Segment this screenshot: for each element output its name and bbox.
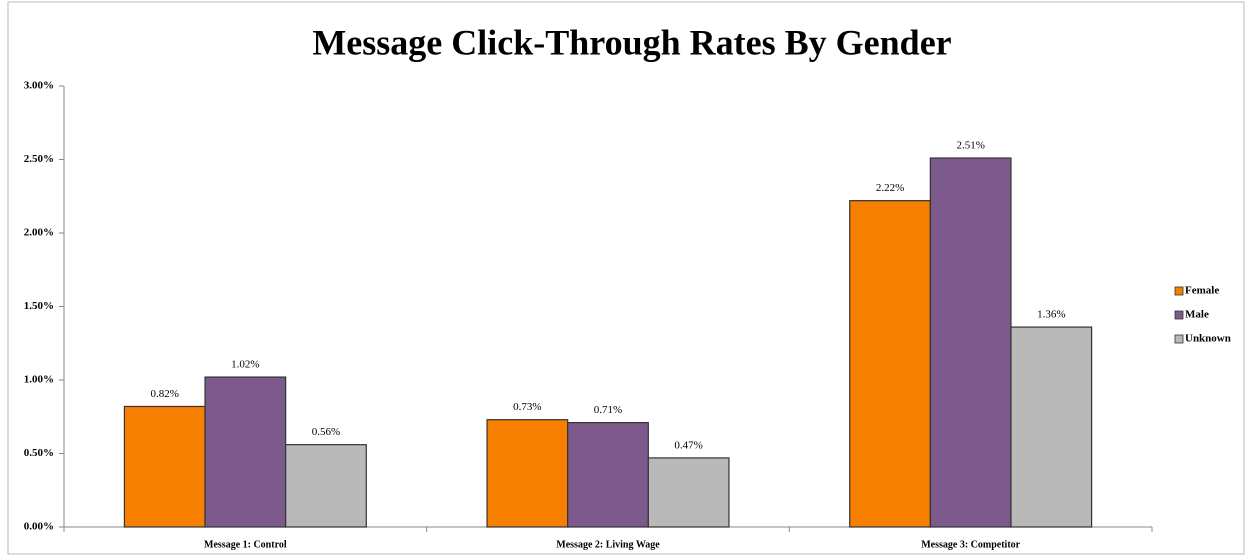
data-label: 0.47% (674, 439, 702, 451)
y-tick-label: 1.00% (24, 374, 54, 386)
data-label: 1.02% (231, 359, 259, 371)
legend-label: Female (1185, 285, 1219, 297)
bar (1010, 326, 1093, 528)
legend-label: Male (1185, 309, 1209, 321)
y-tick-label: 2.00% (24, 227, 54, 239)
data-label: 0.71% (594, 404, 622, 416)
data-label: 0.73% (513, 401, 541, 413)
data-label: 2.51% (956, 140, 984, 152)
data-label: 0.82% (150, 388, 178, 400)
data-label: 1.36% (1037, 309, 1065, 321)
bar (849, 200, 931, 528)
data-label: 2.22% (876, 182, 904, 194)
x-tick-label: Message 2: Living Wage (556, 539, 660, 550)
bar (204, 376, 287, 528)
bar (567, 422, 649, 528)
y-tick-label: 1.50% (24, 300, 54, 312)
bar (929, 157, 1012, 528)
bar (647, 457, 730, 528)
data-label: 0.56% (312, 426, 340, 438)
x-tick-label: Message 3: Competitor (921, 539, 1020, 550)
legend-label: Unknown (1185, 333, 1231, 345)
bar (285, 444, 367, 528)
chart-title: Message Click-Through Rates By Gender (312, 22, 951, 62)
y-tick-label: 0.00% (24, 521, 54, 533)
y-tick-label: 2.50% (24, 153, 54, 165)
bar (486, 419, 569, 528)
legend-swatch (1174, 286, 1184, 296)
x-tick-label: Message 1: Control (204, 539, 287, 550)
y-tick-label: 0.50% (24, 447, 54, 459)
bar (123, 405, 206, 528)
legend-swatch (1174, 334, 1184, 344)
y-tick-label: 3.00% (24, 80, 54, 92)
legend-swatch (1174, 310, 1184, 320)
